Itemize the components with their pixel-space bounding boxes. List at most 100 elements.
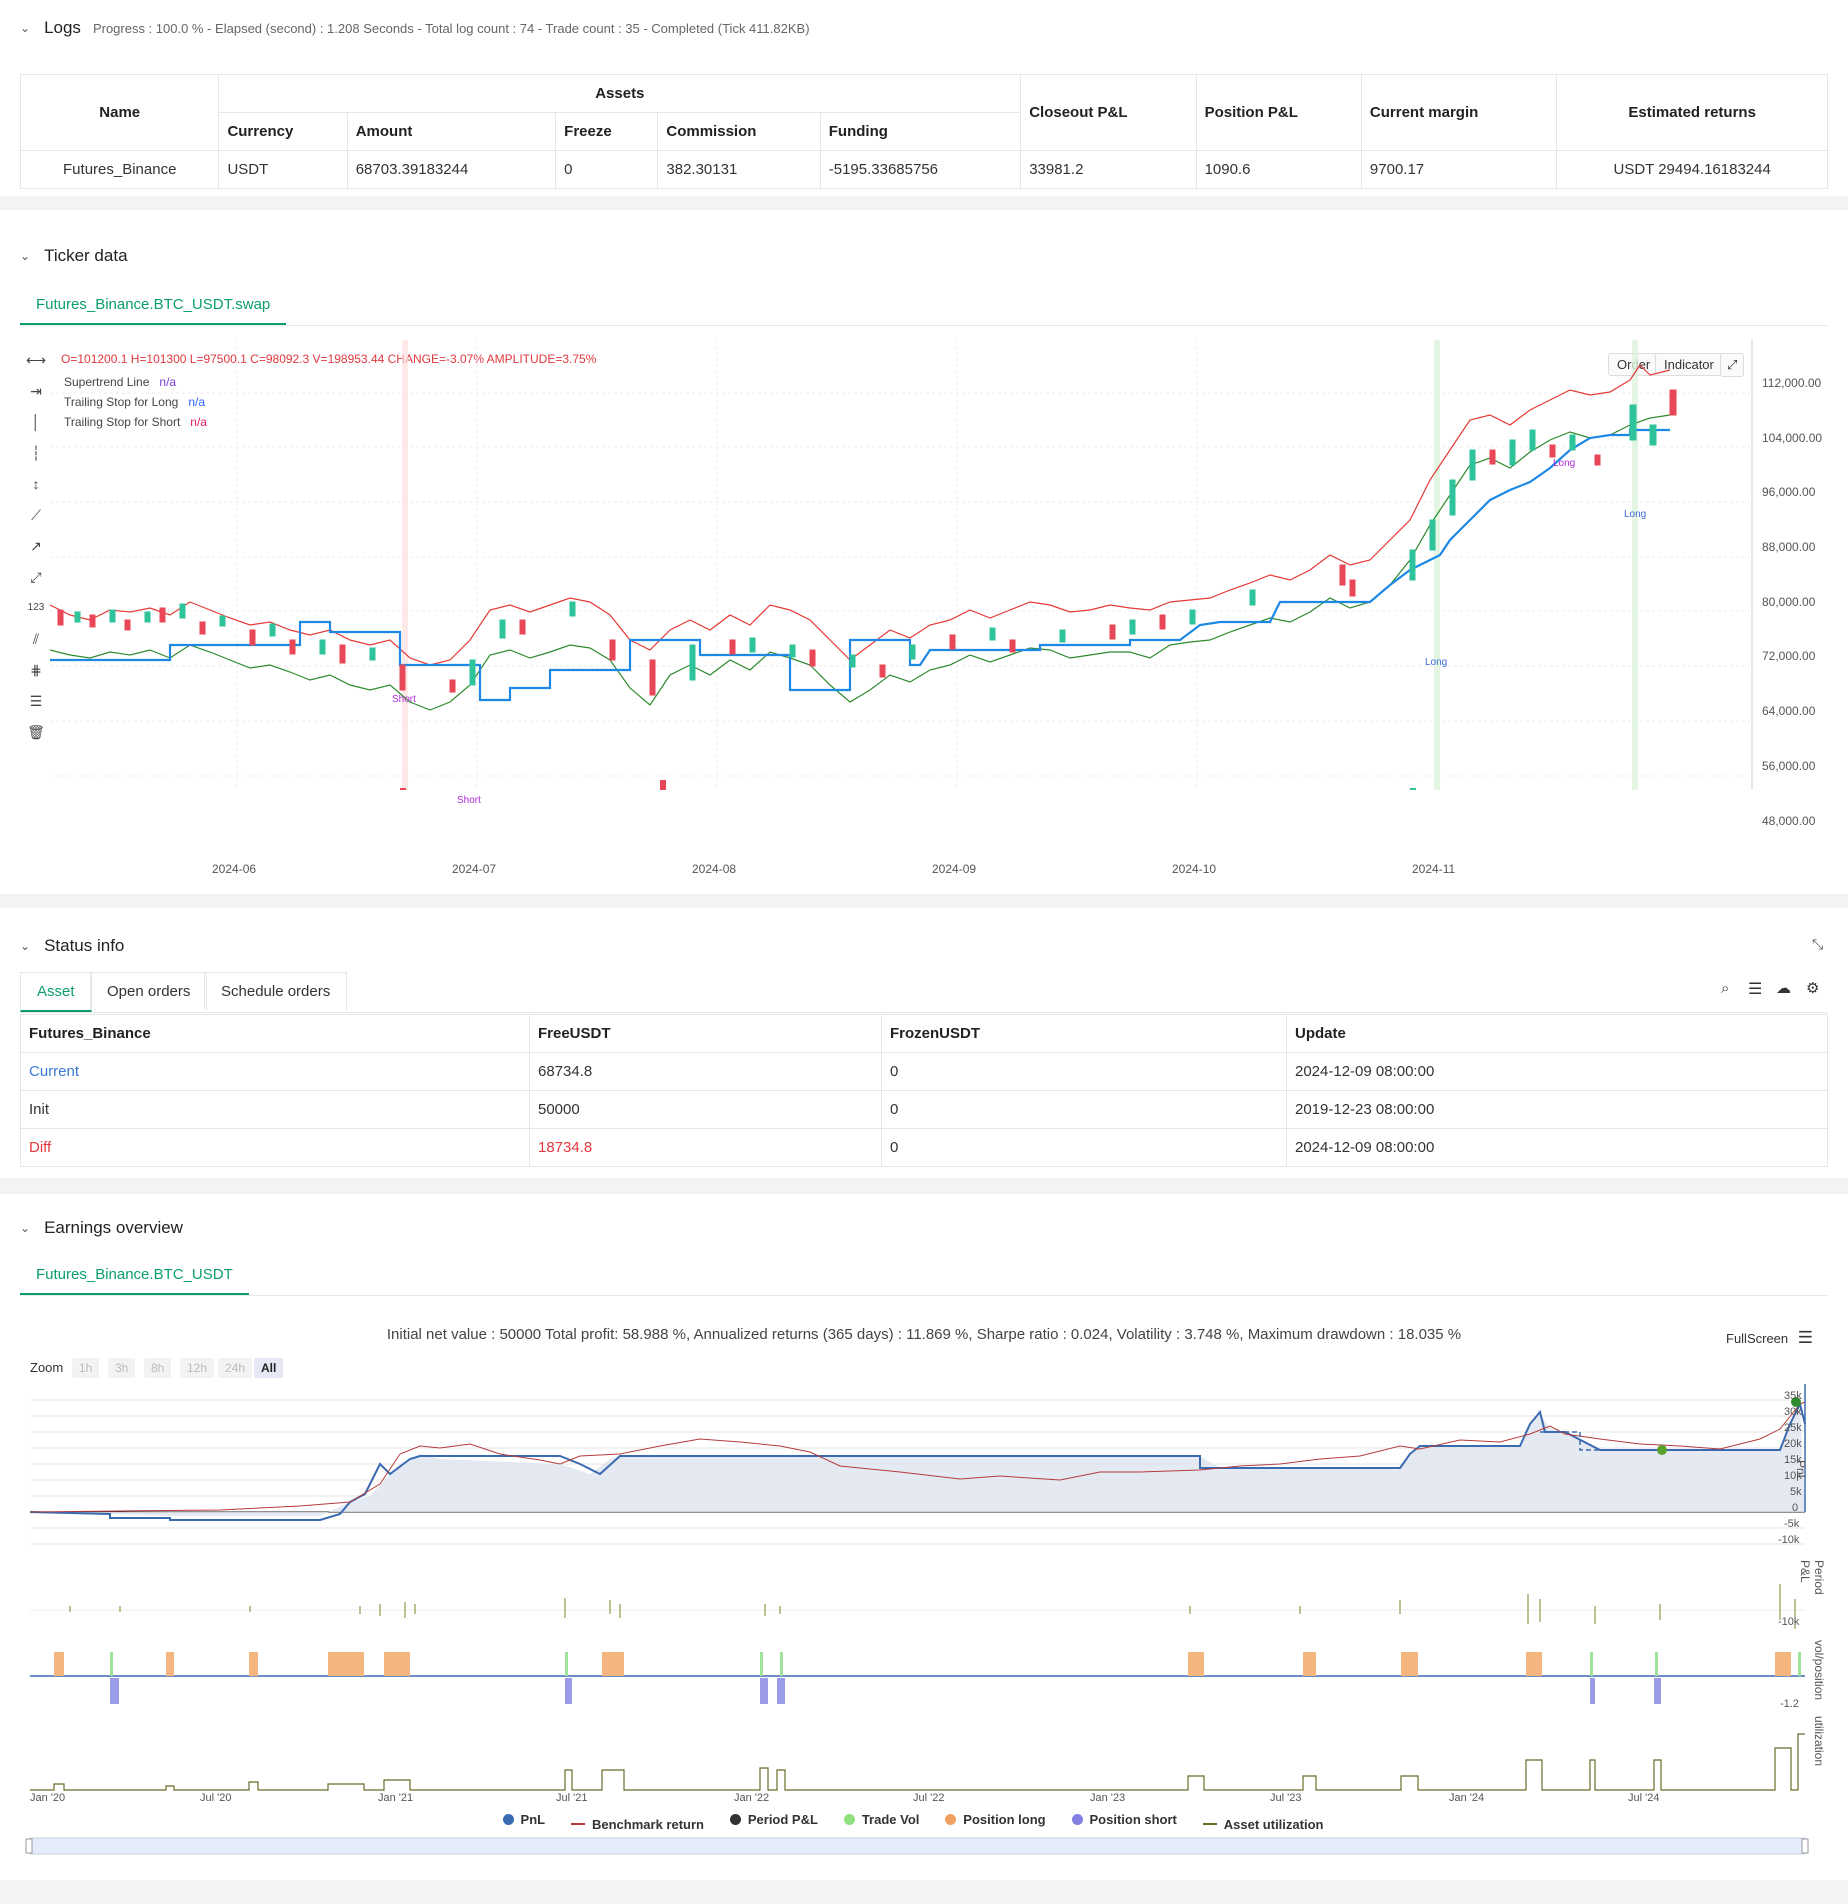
vertical-line-icon[interactable]: │	[31, 414, 41, 430]
zoom-3h[interactable]: 3h	[108, 1358, 136, 1378]
menu-icon[interactable]: ☰	[1797, 1328, 1814, 1347]
tab-divider	[20, 1012, 1828, 1013]
legend-position-short[interactable]: Position short	[1071, 1812, 1177, 1827]
marker-long-2: Long	[1553, 458, 1576, 469]
list-icon[interactable]: ☰	[1748, 981, 1763, 998]
status-card: ⌄ Status info ⤡ Asset Open orders Schedu…	[0, 908, 1848, 1178]
benchmark-line	[29, 1401, 1806, 1513]
tab-btc-usdt[interactable]: Futures_Binance.BTC_USDT	[20, 1256, 249, 1295]
zoom-1h[interactable]: 1h	[72, 1358, 100, 1378]
tab-open-orders[interactable]: Open orders	[90, 972, 208, 1010]
col-name: Name	[19, 74, 220, 151]
cell-margin: 9700.17	[1360, 150, 1558, 189]
collapse-icon[interactable]: ⤡	[1812, 936, 1824, 952]
chevron-down-icon[interactable]: ⌄	[20, 939, 31, 953]
tab-schedule-orders[interactable]: Schedule orders	[204, 972, 348, 1010]
zoom-24h[interactable]: 24h	[218, 1358, 253, 1378]
legend-asset-utilization[interactable]: Asset utilization	[1202, 1817, 1323, 1832]
earnings-header[interactable]: ⌄ Earnings overview	[20, 1216, 183, 1240]
ticker-header[interactable]: ⌄ Ticker data	[20, 244, 128, 268]
col-freeze: Freeze	[555, 112, 659, 151]
marker-short-1: Short	[392, 694, 416, 705]
table-row: Diff 18734.8 0 2024-12-09 08:00:00	[20, 1128, 1828, 1167]
zoom-12h[interactable]: 12h	[180, 1358, 215, 1378]
legend-trailing-short[interactable]: Trailing Stop for Short n/a	[64, 415, 207, 429]
marker-long-1: Long	[1425, 657, 1448, 668]
zoom-bar: Zoom	[30, 1360, 64, 1375]
logs-header[interactable]: ⌄ Logs Progress : 100.0 % - Elapsed (sec…	[20, 16, 810, 40]
fullscreen-button[interactable]: FullScreen ☰	[1726, 1328, 1814, 1347]
cell-freeze: 0	[555, 150, 659, 189]
cell-name: Futures_Binance	[19, 150, 220, 189]
pnl-area	[30, 1404, 1805, 1516]
legend-supertrend[interactable]: Supertrend Line n/a	[64, 375, 177, 389]
col-returns: Estimated returns	[1556, 74, 1828, 151]
cell-returns: USDT 29494.16183244	[1556, 150, 1828, 189]
price-label-icon[interactable]: 123	[27, 602, 45, 613]
ohlc-readout: O=101200.1 H=101300 L=97500.1 C=98092.3 …	[61, 352, 597, 366]
legend-position-long[interactable]: Position long	[945, 1812, 1046, 1827]
indicator-button[interactable]: Indicator	[1655, 353, 1723, 376]
tab-asset[interactable]: Asset	[20, 972, 92, 1012]
marker-long-3: Long	[1624, 509, 1647, 520]
ticker-title: Ticker data	[44, 246, 128, 265]
status-title: Status info	[44, 936, 125, 955]
candlestick-chart[interactable]	[50, 340, 1810, 790]
table-row: Futures_Binance USDT 68703.39183244 0 38…	[19, 150, 1828, 189]
status-header[interactable]: ⌄ Status info	[20, 934, 124, 958]
chevron-down-icon[interactable]: ⌄	[20, 1221, 31, 1235]
indicator-legend: Supertrend Line n/a Trailing Stop for Lo…	[64, 372, 207, 432]
ray-line-icon[interactable]: ↗	[30, 538, 42, 554]
cell-amount: 68703.39183244	[346, 150, 557, 189]
earnings-card: ⌄ Earnings overview Futures_Binance.BTC_…	[0, 1194, 1848, 1880]
earnings-title: Earnings overview	[44, 1218, 183, 1237]
price-axis: 112,000.00 104,000.00 96,000.00 88,000.0…	[1762, 376, 1823, 828]
gear-icon[interactable]: ⚙	[1806, 980, 1820, 997]
tab-divider	[20, 325, 1828, 326]
chevron-down-icon[interactable]: ⌄	[20, 249, 31, 263]
trash-icon[interactable]: 🗑	[27, 724, 45, 740]
marker-short-2: Short	[457, 795, 481, 806]
legend-trailing-long[interactable]: Trailing Stop for Long n/a	[64, 395, 205, 409]
table-row: Current 68734.8 0 2024-12-09 08:00:00	[20, 1052, 1828, 1091]
logs-card: ⌄ Logs Progress : 100.0 % - Elapsed (sec…	[0, 0, 1848, 196]
table-row: Init 50000 0 2019-12-23 08:00:00	[20, 1090, 1828, 1129]
legend-period-pnl[interactable]: Period P&L	[729, 1812, 818, 1827]
col-commission: Commission	[657, 112, 821, 151]
fib-retracement-icon[interactable]: ☰	[29, 693, 43, 709]
col-currency: Currency	[218, 112, 348, 151]
cloud-download-icon[interactable]: ☁	[1776, 980, 1791, 997]
pitchfork-icon[interactable]: ⋕	[30, 662, 42, 678]
cell-funding: -5195.33685756	[819, 150, 1022, 189]
col-closeout: Closeout P&L	[1020, 74, 1197, 151]
cell-closeout: 33981.2	[1020, 150, 1197, 189]
logs-table: Name Assets Closeout P&L Position P&L Cu…	[19, 74, 1828, 189]
tab-divider	[20, 1295, 1828, 1296]
legend-pnl[interactable]: PnL	[502, 1812, 545, 1827]
earnings-legend: PnL Benchmark return Period P&L Trade Vo…	[0, 1812, 1848, 1832]
earnings-summary: Initial net value : 50000 Total profit: …	[386, 1326, 1462, 1343]
search-icon[interactable]: ⌕	[1721, 980, 1730, 997]
earnings-chart[interactable]	[20, 1384, 1840, 1904]
tab-btc-usdt-swap[interactable]: Futures_Binance.BTC_USDT.swap	[20, 286, 287, 325]
col-funding: Funding	[819, 112, 1022, 151]
ticker-card: ⌄ Ticker data Futures_Binance.BTC_USDT.s…	[0, 210, 1848, 894]
extended-line-icon[interactable]: ⤢	[30, 569, 42, 585]
legend-benchmark[interactable]: Benchmark return	[570, 1817, 704, 1832]
col-margin: Current margin	[1360, 74, 1558, 151]
horizontal-line-icon[interactable]: ⟷	[26, 352, 47, 368]
cell-position: 1090.6	[1195, 150, 1362, 189]
zoom-all[interactable]: All	[254, 1358, 284, 1378]
asset-table: Futures_Binance FreeUSDT FrozenUSDT Upda…	[20, 1014, 1828, 1167]
parallel-channel-icon[interactable]: ⫽	[32, 631, 40, 647]
legend-trade-vol[interactable]: Trade Vol	[843, 1812, 919, 1827]
chevron-down-icon[interactable]: ⌄	[20, 21, 31, 35]
trend-line-icon[interactable]: ⟋	[31, 507, 41, 523]
zoom-8h[interactable]: 8h	[144, 1358, 172, 1378]
horizontal-ray-icon[interactable]: ⇥	[30, 383, 42, 399]
expand-icon[interactable]: ⤢	[1720, 353, 1745, 377]
vertical-arrow-icon[interactable]: ↕	[32, 476, 40, 492]
col-amount: Amount	[346, 112, 557, 151]
vertical-segment-icon[interactable]: ┆	[31, 445, 41, 461]
cell-currency: USDT	[218, 150, 348, 189]
